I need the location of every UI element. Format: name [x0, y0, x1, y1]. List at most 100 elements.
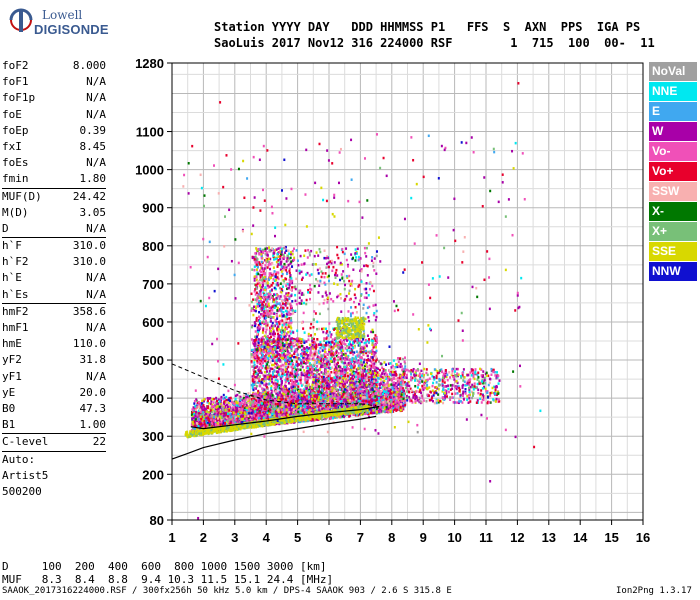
echo-point: [193, 411, 196, 415]
echo-point: [379, 373, 382, 377]
echo-point: [390, 410, 393, 414]
echo-point: [380, 381, 383, 384]
echo-point: [381, 380, 384, 383]
echo-point: [318, 417, 321, 421]
echo-point: [393, 367, 396, 370]
echo-point: [285, 408, 288, 411]
echo-point: [246, 395, 249, 399]
echo-point: [331, 379, 334, 382]
echo-point: [282, 407, 285, 411]
echo-point: [378, 394, 381, 397]
echo-point: [337, 379, 340, 383]
echo-point: [361, 379, 364, 382]
param-label: hmF1: [2, 321, 29, 334]
echo-point: [235, 411, 238, 414]
echo-point: [242, 417, 245, 420]
echo-points: [182, 82, 542, 520]
echo-point: [197, 403, 200, 407]
echo-point: [324, 398, 327, 402]
param-label: M(D): [2, 205, 29, 219]
echo-point: [328, 379, 331, 382]
echo-point: [247, 397, 250, 400]
echo-point: [196, 413, 199, 417]
echo-point: [383, 406, 386, 410]
echo-point: [201, 399, 204, 402]
echo-point: [198, 403, 201, 406]
param-row: foF2 8.000: [2, 58, 110, 74]
echo-point: [341, 405, 344, 409]
echo-point: [391, 364, 394, 368]
echo-point: [241, 418, 244, 421]
echo-point: [195, 398, 198, 401]
echo-point: [230, 417, 233, 420]
echo-point: [404, 362, 407, 365]
echo-point: [317, 392, 320, 395]
param-label: h`F: [2, 239, 22, 253]
echo-point: [218, 410, 221, 414]
echo-point: [355, 401, 358, 405]
echo-point: [392, 402, 395, 406]
echo-point: [321, 377, 324, 381]
echo-point: [384, 377, 387, 380]
param-value: 31.8: [79, 353, 107, 367]
echo-point: [197, 414, 200, 418]
echo-point: [211, 398, 214, 401]
echo-point: [358, 391, 361, 394]
echo-point: [271, 398, 274, 402]
echo-point: [395, 390, 398, 394]
echo-point: [220, 397, 223, 400]
echo-point: [245, 395, 248, 399]
echo-point: [383, 390, 386, 394]
echo-point: [249, 401, 252, 404]
echo-point: [197, 418, 200, 421]
echo-point: [214, 404, 217, 407]
param-value: 8.45: [79, 139, 107, 153]
echo-point: [392, 406, 395, 410]
echo-point: [192, 420, 195, 423]
echo-point: [341, 415, 344, 418]
echo-point: [275, 396, 278, 399]
echo-point: [278, 415, 281, 418]
echo-point: [322, 409, 325, 412]
echo-point: [200, 402, 203, 405]
echo-point: [236, 393, 239, 397]
echo-point: [356, 412, 359, 416]
param-label: 500200: [2, 484, 42, 498]
echo-point: [233, 409, 236, 413]
echo-point: [389, 404, 392, 407]
echo-point: [192, 406, 195, 409]
echo-point: [268, 401, 271, 404]
echo-point: [256, 418, 259, 421]
echo-point: [385, 407, 388, 411]
echo-point: [246, 408, 249, 412]
echo-point: [221, 414, 224, 417]
echo-point: [215, 396, 218, 400]
echo-point: [369, 394, 372, 397]
echo-point: [394, 365, 397, 369]
echo-point: [345, 381, 348, 384]
echo-point: [315, 397, 318, 400]
echo-point: [244, 398, 247, 401]
echo-point: [281, 397, 284, 401]
param-label: B0: [2, 401, 16, 415]
echo-point: [247, 394, 250, 397]
echo-point: [382, 402, 385, 406]
echo-point: [319, 406, 322, 410]
param-row: hmF2 358.6: [2, 304, 110, 320]
echo-point: [341, 401, 344, 405]
echo-point: [402, 357, 405, 361]
param-label: MUF(D): [2, 189, 42, 203]
echo-point: [401, 380, 404, 383]
param-row: 500200: [2, 484, 110, 500]
param-row: h`F 310.0: [2, 238, 110, 254]
param-value: 20.0: [79, 385, 107, 399]
echo-point: [195, 406, 198, 409]
echo-point: [212, 404, 215, 408]
echo-point: [210, 405, 213, 408]
echo-point: [321, 416, 324, 419]
echo-point: [363, 411, 366, 414]
echo-point: [235, 408, 238, 412]
echo-point: [257, 416, 260, 420]
echo-point: [403, 401, 406, 404]
echo-point: [328, 363, 331, 366]
